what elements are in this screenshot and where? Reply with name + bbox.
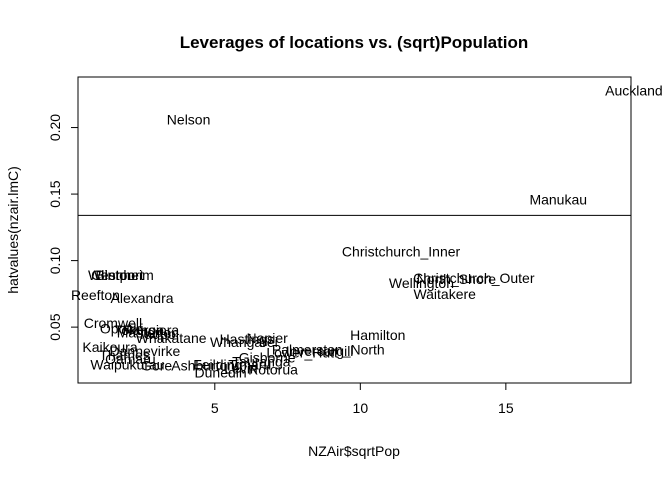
point-label: Cromwell [84,315,142,331]
point-label: Waipukurau [90,356,164,372]
point-label: Gore [141,358,172,374]
point-labels: Auckland Nelson Manukau Christchurch_Inner C… [71,82,663,380]
point-label: Palmerston_North [272,342,385,358]
point-label: Tokoroa [114,322,164,338]
point-label: Rotorua [248,362,298,378]
point-label: Auckland [605,82,663,98]
y-axis-label: hatvalues(nzair.lmC) [5,166,21,294]
y-tick-label: 0.05 [47,313,63,340]
point-label: Oamaru [105,351,156,367]
point-label: Westport [88,267,144,283]
x-tick-label: 10 [353,400,369,416]
point-label: Invercargill [286,343,354,359]
point-label: Whakatane [136,330,207,346]
point-label: Tauranga [232,354,291,370]
point-label: Dannevirke [110,343,181,359]
point-label: Waitakere [413,286,476,302]
point-label: Feilding [193,356,242,372]
point-label: Whangarei [210,334,278,350]
point-label: Taupo [138,326,176,342]
point-label: Christchurch_Inner [342,243,461,259]
point-label: Alexandra [111,290,174,306]
point-label: Manukau [529,191,587,207]
point-label: North_Shore [417,271,497,287]
y-tick-label: 0.15 [47,180,63,207]
point-label: Christchurch_Outer [413,270,535,286]
point-label: Lower_Hutt [266,344,338,360]
point-label: Thames [99,347,150,363]
x-tick-label: 5 [211,400,219,416]
chart-title: Leverages of locations vs. (sqrt)Populat… [180,33,529,52]
point-label: Rangiora [122,322,179,338]
point-label: Kaikoura [82,339,137,355]
x-axis: 5 10 15 [211,383,514,416]
point-label: Reefton [71,287,120,303]
point-label: Hamilton [350,327,405,343]
point-label: Dunedin [195,364,247,380]
point-label: Levin [224,360,257,376]
y-tick-label: 0.10 [47,247,63,274]
point-label: Opotiki [100,320,144,336]
point-label: Masterton [117,324,179,340]
x-axis-label: NZAir$sqrtPop [308,443,400,459]
point-label: Blenheim [95,267,153,283]
point-label: Hastings [220,331,274,347]
x-tick-label: 15 [498,400,514,416]
point-label: Timaru [228,356,271,372]
point-label: Clinton [91,267,135,283]
y-tick-label: 0.20 [47,114,63,141]
plot-frame [77,76,632,384]
y-axis: 0.05 0.10 0.15 0.20 [47,114,78,341]
point-label: Nelson [167,112,211,128]
point-label: Wellington [389,275,454,291]
point-label: Ashburton [171,358,235,374]
point-label: Napier [247,330,289,346]
point-label: Gisborne [239,350,296,366]
